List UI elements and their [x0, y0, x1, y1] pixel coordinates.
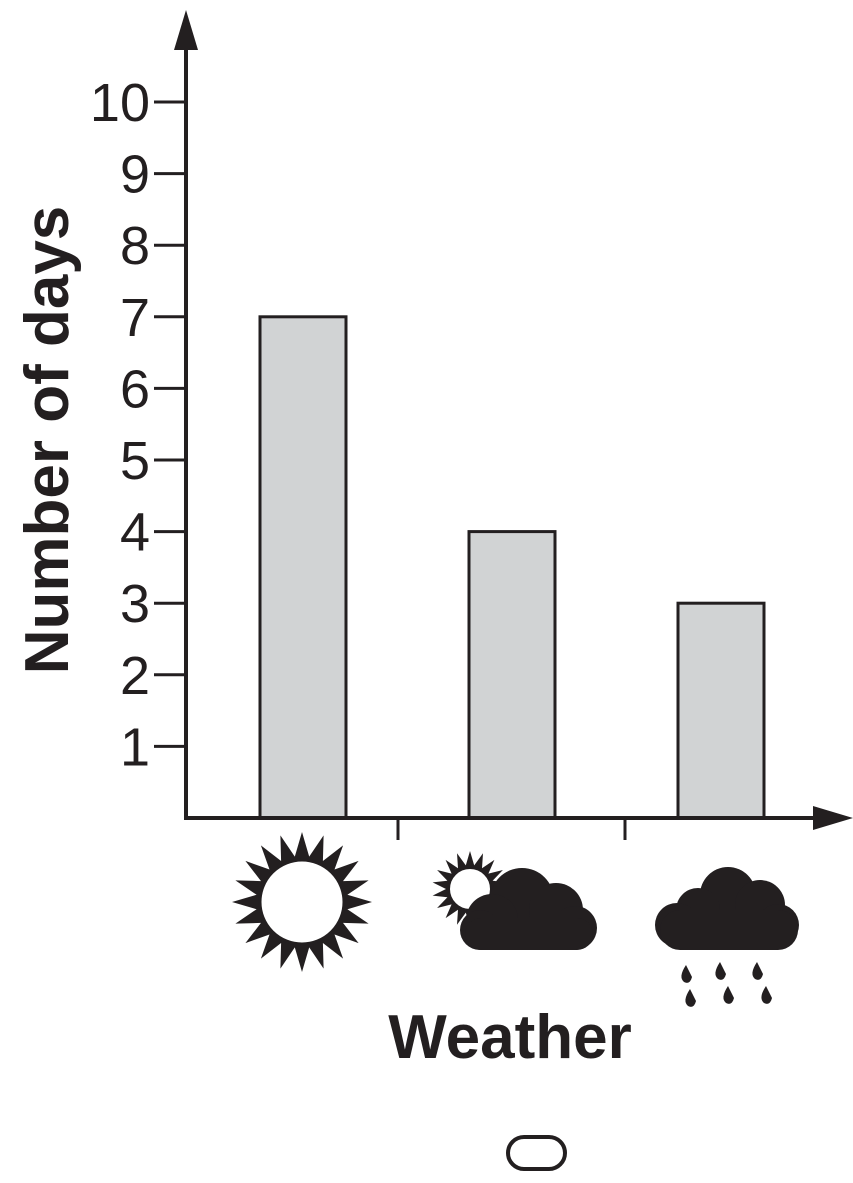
sun-icon — [232, 832, 372, 972]
bars — [258, 315, 766, 820]
y-tick-label: 5 — [120, 431, 150, 491]
y-tick-label: 2 — [120, 646, 150, 706]
y-tick-label: 6 — [120, 359, 150, 419]
y-tick-label: 7 — [120, 288, 150, 348]
y-axis-ticks: 1 2 3 4 5 6 7 8 9 10 — [90, 73, 186, 777]
bar-partly-cloudy — [467, 530, 557, 820]
bar-rainy — [676, 601, 766, 820]
y-tick-label: 8 — [120, 216, 150, 276]
x-axis-arrow — [813, 806, 853, 830]
rain-cloud-icon — [655, 867, 799, 1007]
rounded-rect-icon — [506, 1135, 567, 1171]
x-axis-title: Weather — [388, 1003, 632, 1072]
y-axis-arrow — [174, 10, 198, 50]
y-tick-label: 3 — [120, 574, 150, 634]
y-tick-label: 1 — [120, 717, 150, 777]
bar-sunny — [258, 315, 348, 820]
y-tick-label: 9 — [120, 145, 150, 205]
raindrops — [681, 962, 772, 1007]
partly-cloudy-icon — [432, 851, 597, 950]
y-tick-label: 10 — [90, 73, 150, 133]
y-tick-label: 4 — [120, 503, 150, 563]
y-axis-title: Number of days — [13, 206, 82, 675]
